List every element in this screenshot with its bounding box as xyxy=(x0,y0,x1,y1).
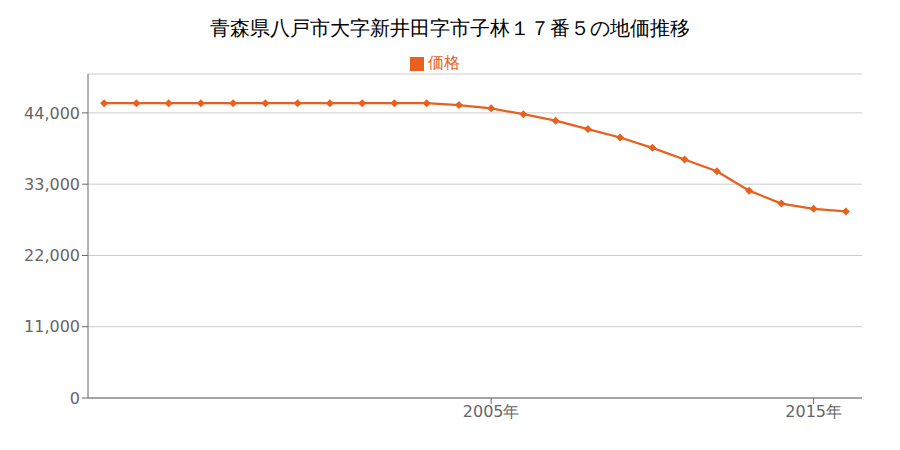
svg-text:44,000: 44,000 xyxy=(24,104,80,123)
html-text:価格: 価格 xyxy=(428,53,460,72)
svg-text:22,000: 22,000 xyxy=(24,246,80,265)
svg-text:33,000: 33,000 xyxy=(24,175,80,194)
svg-text:11,000: 11,000 xyxy=(24,317,80,336)
html-text:青森県八戸市大字新井田字市子林１７番５の地価推移: 青森県八戸市大字新井田字市子林１７番５の地価推移 xyxy=(210,16,690,40)
svg-text:2005年: 2005年 xyxy=(463,402,520,421)
svg-text:2015年: 2015年 xyxy=(785,402,842,421)
svg-text:0: 0 xyxy=(70,389,80,408)
